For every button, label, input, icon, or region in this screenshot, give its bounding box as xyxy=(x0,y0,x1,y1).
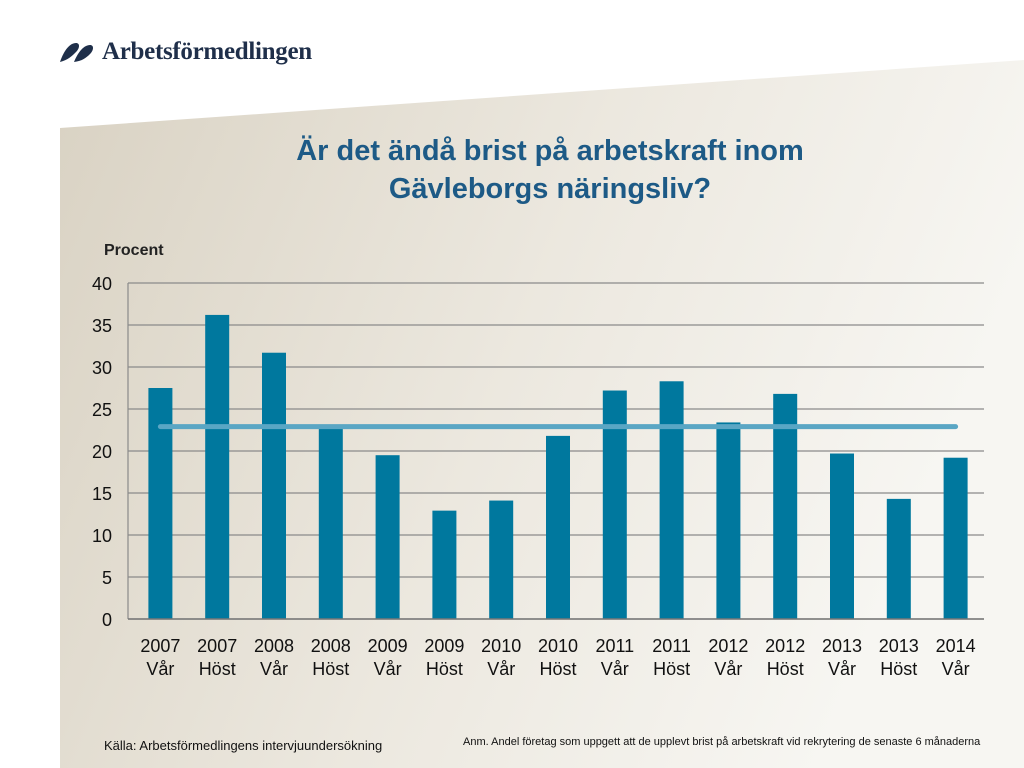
x-tick-label-year: 2009 xyxy=(424,636,464,656)
x-tick-label-year: 2010 xyxy=(481,636,521,656)
bar xyxy=(148,388,173,619)
bar xyxy=(773,393,798,619)
x-tick-label-year: 2011 xyxy=(595,636,634,656)
bar xyxy=(205,314,230,619)
logo: Arbetsförmedlingen xyxy=(58,38,312,66)
x-tick-label-season: Vår xyxy=(260,659,288,679)
x-tick-label-season: Vår xyxy=(714,659,742,679)
bar xyxy=(886,498,911,619)
x-tick-label-year: 2014 xyxy=(936,636,976,656)
bar xyxy=(432,510,457,619)
bar xyxy=(830,453,854,619)
bar xyxy=(943,457,968,619)
y-tick-label: 0 xyxy=(102,610,112,630)
x-tick-label-year: 2011 xyxy=(652,636,691,656)
x-tick-label-season: Vår xyxy=(374,659,402,679)
x-tick-label-season: Vår xyxy=(146,659,174,679)
y-tick-label: 30 xyxy=(92,358,112,378)
x-tick-label-year: 2012 xyxy=(765,636,805,656)
x-tick-label-season: Vår xyxy=(828,659,856,679)
x-tick-label-year: 2007 xyxy=(140,636,180,656)
logo-text: Arbetsförmedlingen xyxy=(102,38,312,65)
y-tick-label: 10 xyxy=(92,526,112,546)
source-note: Källa: Arbetsförmedlingens intervjuunder… xyxy=(104,738,383,753)
bar xyxy=(546,435,570,619)
x-tick-label-season: Vår xyxy=(487,659,515,679)
x-tick-label-year: 2009 xyxy=(368,636,408,656)
x-tick-label-year: 2008 xyxy=(254,636,294,656)
x-tick-label-year: 2010 xyxy=(538,636,578,656)
y-tick-label: 5 xyxy=(102,568,112,588)
bar xyxy=(489,500,514,619)
x-tick-label-season: Höst xyxy=(767,659,804,679)
footnote: Anm. Andel företag som uppgett att de up… xyxy=(463,736,981,748)
x-tick-label-year: 2013 xyxy=(879,636,919,656)
bar xyxy=(318,425,343,619)
y-tick-label: 35 xyxy=(92,316,112,336)
x-tick-label-season: Vår xyxy=(942,659,970,679)
y-tick-label: 20 xyxy=(92,442,112,462)
title-line-2: Gävleborgs näringsliv? xyxy=(388,173,712,205)
x-tick-label-season: Höst xyxy=(312,659,349,679)
x-tick-label-year: 2007 xyxy=(197,636,237,656)
x-tick-label-season: Höst xyxy=(426,659,463,679)
bar xyxy=(262,352,286,619)
x-tick-label-year: 2012 xyxy=(708,636,748,656)
bar xyxy=(375,455,400,619)
y-axis-label: Procent xyxy=(104,242,164,259)
y-tick-label: 15 xyxy=(92,484,112,504)
y-tick-label: 40 xyxy=(92,274,112,294)
title-line-1: Är det ändå brist på arbetskraft inom xyxy=(296,135,804,167)
x-tick-label-season: Höst xyxy=(880,659,917,679)
x-tick-label-year: 2013 xyxy=(822,636,862,656)
x-tick-label-year: 2008 xyxy=(311,636,351,656)
bar xyxy=(659,381,684,619)
slide-title: Är det ändå brist på arbetskraft inom Gä… xyxy=(180,132,920,208)
x-tick-label-season: Höst xyxy=(653,659,690,679)
arbetsformedlingen-logo-icon xyxy=(60,43,93,62)
bar xyxy=(716,422,741,619)
y-tick-label: 25 xyxy=(92,400,112,420)
x-tick-label-season: Vår xyxy=(601,659,629,679)
x-tick-label-season: Höst xyxy=(199,659,236,679)
x-tick-label-season: Höst xyxy=(539,659,576,679)
